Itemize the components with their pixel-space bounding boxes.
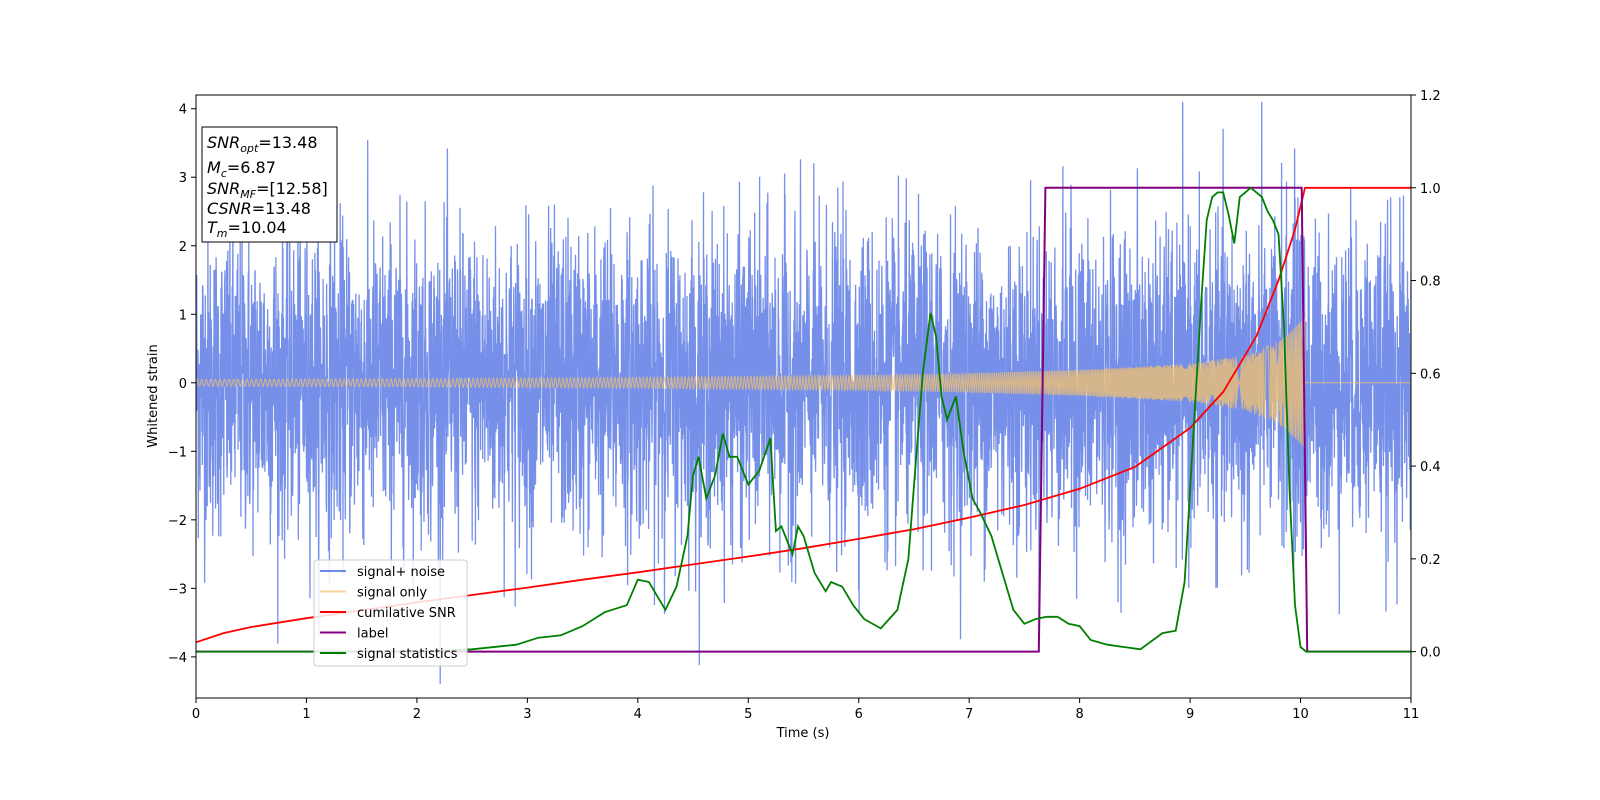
y-left-tick-label: 3 <box>179 171 187 186</box>
x-tick-label: 5 <box>744 707 752 722</box>
y-axis-left: 4 3 2 1 0 −1 −2 −3 −4 <box>168 103 196 666</box>
y-left-tick-label: 2 <box>179 240 187 255</box>
y-left-tick-label: −1 <box>168 445 187 460</box>
series-signal-only-line <box>196 318 1411 447</box>
info-snr-mf: SNRMF=[12.58] <box>207 179 328 201</box>
y-right-tick-label: 1.0 <box>1420 182 1441 197</box>
info-tm: Tm=10.04 <box>207 218 287 240</box>
y-axis-left-label: Whitened strain <box>146 344 161 447</box>
legend-label-cumulative-snr: cumilative SNR <box>357 606 456 621</box>
y-right-tick-label: 1.2 <box>1420 89 1441 104</box>
x-tick-label: 8 <box>1075 707 1083 722</box>
y-right-tick-label: 0.4 <box>1420 460 1441 475</box>
x-tick-label: 2 <box>413 707 421 722</box>
x-tick-label: 1 <box>302 707 310 722</box>
series-signal-statistics-line <box>196 186 1411 653</box>
y-right-tick-label: 0.8 <box>1420 275 1441 290</box>
plot-frame <box>195 94 1412 699</box>
x-axis-label: Time (s) <box>776 726 830 741</box>
x-tick-label: 6 <box>855 707 863 722</box>
y-left-tick-label: 0 <box>179 377 187 392</box>
x-tick-label: 7 <box>965 707 973 722</box>
x-tick-label: 0 <box>192 707 200 722</box>
x-tick-label: 3 <box>523 707 531 722</box>
y-left-tick-label: −4 <box>168 651 187 666</box>
info-snr-opt: SNRopt=13.48 <box>207 133 318 155</box>
y-left-tick-label: 1 <box>179 308 187 323</box>
y-left-tick-label: 4 <box>179 103 187 118</box>
info-box: SNRopt=13.48 Mc=6.87 SNRMF=[12.58] CSNR=… <box>201 126 338 243</box>
info-csnr: CSNR=13.48 <box>207 199 311 218</box>
x-axis: 0 1 2 3 4 5 6 7 8 9 10 11 <box>192 698 1419 722</box>
y-right-tick-label: 0.2 <box>1420 553 1441 568</box>
legend-label-signal-statistics: signal statistics <box>357 647 458 662</box>
x-tick-label: 4 <box>634 707 642 722</box>
x-tick-label: 11 <box>1403 707 1420 722</box>
y-left-tick-label: −3 <box>168 582 187 597</box>
y-axis-right: 1.2 1.0 0.8 0.6 0.4 0.2 0.0 <box>1411 89 1441 661</box>
y-left-tick-label: −2 <box>168 514 187 529</box>
legend-label-signal-plus-noise: signal+ noise <box>357 565 445 580</box>
info-mc: Mc=6.87 <box>207 158 276 180</box>
legend-label-signal-only: signal only <box>357 586 427 601</box>
legend-label-label: label <box>357 627 388 642</box>
legend: signal+ noise signal only cumilative SNR la… <box>313 559 468 667</box>
y-right-tick-label: 0.6 <box>1420 367 1441 382</box>
x-tick-label: 10 <box>1292 707 1309 722</box>
y-right-tick-label: 0.0 <box>1420 646 1441 661</box>
legend-frame <box>313 559 468 667</box>
x-tick-label: 9 <box>1186 707 1194 722</box>
